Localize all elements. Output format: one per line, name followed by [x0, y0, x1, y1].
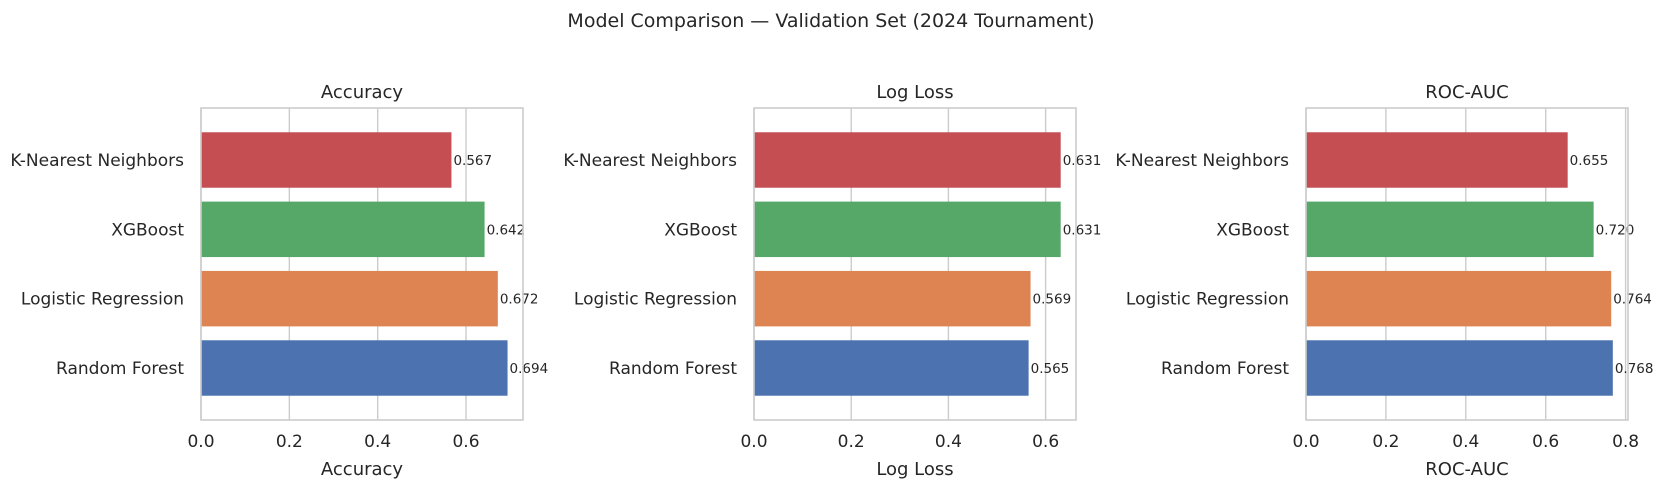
- bar: [1306, 132, 1568, 188]
- category-label: K-Nearest Neighbors: [10, 151, 184, 171]
- data-label: 0.631: [1063, 222, 1102, 238]
- x-tick-label: 0.6: [1032, 432, 1059, 452]
- category-label: Random Forest: [1161, 359, 1289, 379]
- bar: [1306, 270, 1612, 327]
- x-axis-label: Log Loss: [876, 459, 953, 480]
- bar: [754, 132, 1061, 188]
- bar: [1306, 201, 1594, 258]
- x-tick-label: 0.0: [187, 432, 214, 452]
- x-tick-label: 0.2: [838, 432, 865, 452]
- category-label: Logistic Regression: [574, 290, 737, 310]
- category-label: Random Forest: [56, 359, 184, 379]
- panels: 0.0 0.2 0.4 0.6 Random Forest 0.694 Logistic R…: [10, 82, 1653, 480]
- axes-frame: [200, 107, 524, 421]
- panel-1: 0.0 0.2 0.4 0.6 Random Forest 0.694 Logistic R…: [10, 82, 548, 480]
- data-label: 0.768: [1615, 361, 1654, 377]
- bar: [754, 340, 1029, 396]
- x-tick-label: 0.0: [1292, 432, 1319, 452]
- bar: [201, 132, 452, 188]
- panel-2: 0.0 0.2 0.4 0.6 Random Forest 0.565 Logistic R…: [563, 82, 1101, 480]
- axes-frame: [753, 107, 1077, 421]
- panel-title: Accuracy: [321, 82, 404, 103]
- x-tick-label: 0.4: [364, 432, 391, 452]
- x-tick-label: 0.2: [276, 432, 303, 452]
- bar: [754, 270, 1031, 327]
- category-label: K-Nearest Neighbors: [563, 151, 737, 171]
- data-label: 0.764: [1613, 292, 1652, 308]
- category-label: Logistic Regression: [1126, 290, 1289, 310]
- bar: [754, 201, 1061, 258]
- x-tick-label: 0.4: [935, 432, 962, 452]
- figure-suptitle: Model Comparison — Validation Set (2024 …: [567, 10, 1094, 32]
- category-label: XGBoost: [111, 220, 184, 240]
- category-label: Logistic Regression: [21, 290, 184, 310]
- category-label: Random Forest: [609, 359, 737, 379]
- x-tick-label: 0.4: [1452, 432, 1479, 452]
- data-label: 0.565: [1031, 361, 1070, 377]
- category-label: XGBoost: [1216, 220, 1289, 240]
- panel-title: ROC-AUC: [1425, 82, 1508, 103]
- data-label: 0.567: [453, 153, 492, 169]
- data-label: 0.672: [500, 292, 539, 308]
- data-label: 0.631: [1063, 153, 1102, 169]
- x-tick-label: 0.2: [1372, 432, 1399, 452]
- axes-frame: [1305, 107, 1629, 421]
- panel-3: 0.0 0.2 0.4 0.6 0.8 Random Forest 0.768 Logisti…: [1115, 82, 1653, 480]
- panel-title: Log Loss: [876, 82, 953, 103]
- category-label: K-Nearest Neighbors: [1115, 151, 1289, 171]
- data-label: 0.569: [1033, 292, 1072, 308]
- data-label: 0.694: [510, 361, 549, 377]
- x-tick-label: 0.6: [452, 432, 479, 452]
- x-axis-label: Accuracy: [321, 459, 404, 480]
- data-label: 0.655: [1570, 153, 1609, 169]
- bar: [201, 340, 508, 396]
- bar: [201, 201, 485, 258]
- bar: [201, 270, 498, 327]
- x-tick-label: 0.0: [740, 432, 767, 452]
- bar: [1306, 340, 1613, 396]
- data-label: 0.642: [487, 222, 526, 238]
- x-tick-label: 0.8: [1612, 432, 1639, 452]
- x-tick-label: 0.6: [1532, 432, 1559, 452]
- x-axis-label: ROC-AUC: [1425, 459, 1508, 480]
- category-label: XGBoost: [664, 220, 737, 240]
- data-label: 0.720: [1596, 222, 1635, 238]
